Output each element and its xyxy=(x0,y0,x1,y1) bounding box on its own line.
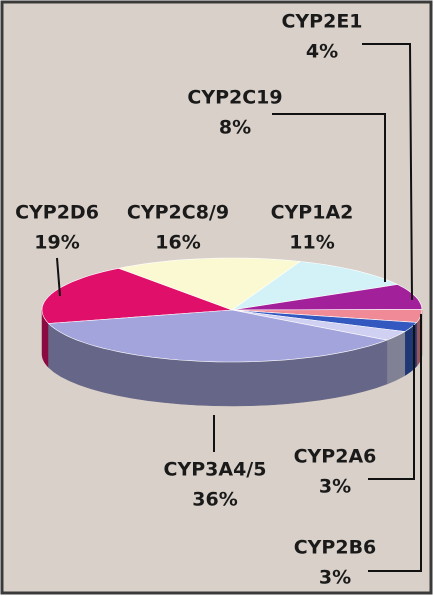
leader-line xyxy=(368,325,415,480)
slice-label: CYP2A6 xyxy=(294,446,377,468)
slice-value-label: 4% xyxy=(306,41,338,63)
leader-line xyxy=(272,113,386,282)
slice xyxy=(231,284,423,311)
slice-value-label: 3% xyxy=(319,476,351,498)
slice-label: CYP1A2 xyxy=(271,202,354,224)
slice-label: CYP2D6 xyxy=(15,202,99,224)
slice xyxy=(117,257,301,311)
slice-label: CYP2B6 xyxy=(294,537,377,559)
leader-line xyxy=(368,314,422,572)
slice xyxy=(231,261,399,311)
slice xyxy=(47,309,389,363)
slice-value-label: 16% xyxy=(155,232,200,254)
slice-label: CYP2E1 xyxy=(281,11,362,33)
slice-label: CYP2C8/9 xyxy=(127,202,229,224)
slice-value-label: 8% xyxy=(219,117,251,139)
slice-label: CYP3A4/5 xyxy=(164,459,267,481)
slice-value-label: 19% xyxy=(34,232,79,254)
slice-value-label: 36% xyxy=(192,489,237,511)
leader-line xyxy=(362,43,413,301)
slice-label: CYP2C19 xyxy=(187,87,282,109)
slice xyxy=(41,267,233,324)
leader-line xyxy=(56,257,61,297)
slice-value-label: 11% xyxy=(289,232,334,254)
slice-value-label: 3% xyxy=(319,567,351,589)
slice-side xyxy=(386,331,406,385)
